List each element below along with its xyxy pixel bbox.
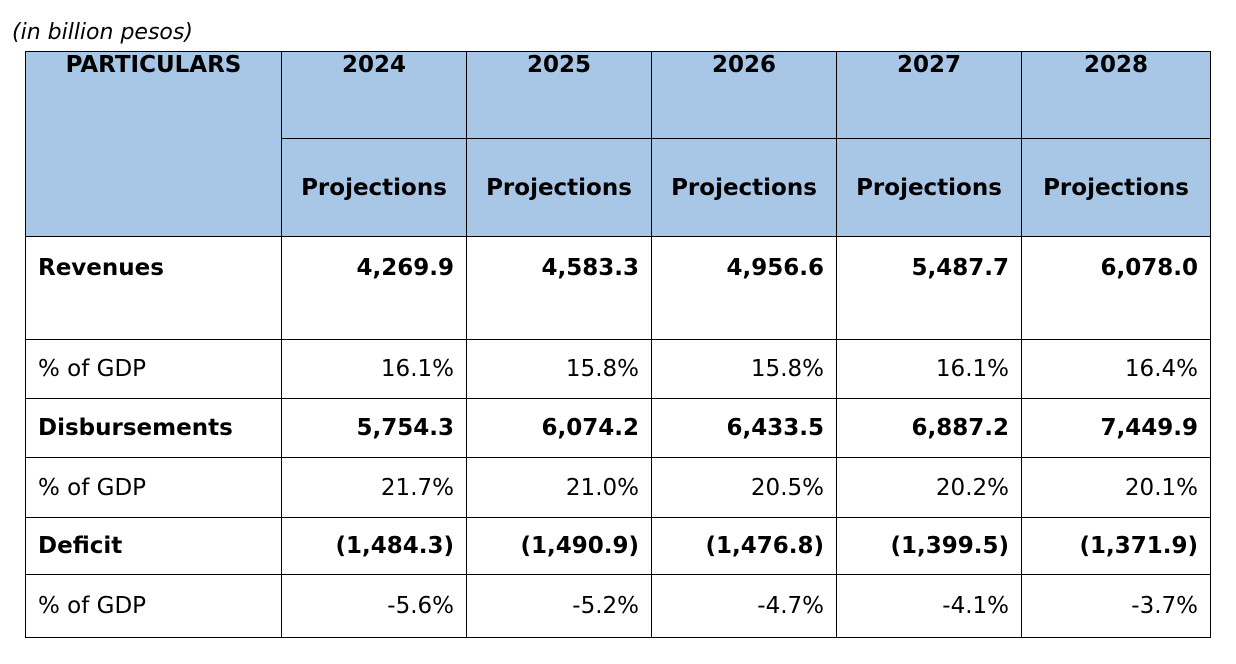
header-year-2026: 2026: [651, 51, 837, 139]
table-cell: 20.2%: [836, 457, 1022, 518]
header-year-2024: 2024: [281, 51, 467, 139]
table-cell: -4.1%: [836, 574, 1022, 638]
row-label: % of GDP: [25, 339, 282, 399]
fiscal-projections-table: PARTICULARS 2024 2025 2026 2027 2028 Pro…: [25, 51, 1211, 638]
header-year-2025: 2025: [466, 51, 652, 139]
table-cell: 6,887.2: [836, 398, 1022, 458]
header-subhead-2024: Projections: [281, 138, 467, 237]
row-label: % of GDP: [25, 457, 282, 518]
header-row-years: PARTICULARS 2024 2025 2026 2027 2028: [25, 51, 1211, 237]
table-cell: (1,476.8): [651, 517, 837, 575]
row-label: % of GDP: [25, 574, 282, 638]
header-year-2028: 2028: [1021, 51, 1211, 139]
table-cell: 6,433.5: [651, 398, 837, 458]
header-subhead-2028: Projections: [1021, 138, 1211, 237]
table-row-disbursements: Disbursements 5,754.3 6,074.2 6,433.5 6,…: [25, 398, 1211, 458]
header-subhead-2026: Projections: [651, 138, 837, 237]
table-cell: 7,449.9: [1021, 398, 1211, 458]
table-cell: 6,078.0: [1021, 236, 1211, 340]
table-cell: 21.0%: [466, 457, 652, 518]
header-year-2027: 2027: [836, 51, 1022, 139]
table-row-revenues: Revenues 4,269.9 4,583.3 4,956.6 5,487.7…: [25, 236, 1211, 340]
header-subhead-2025: Projections: [466, 138, 652, 237]
table-row-deficit: Deficit (1,484.3) (1,490.9) (1,476.8) (1…: [25, 517, 1211, 575]
header-row-subheads: Projections Projections Projections Proj…: [26, 138, 1211, 237]
table-cell: 4,956.6: [651, 236, 837, 340]
table-cell: (1,490.9): [466, 517, 652, 575]
table-cell: 5,487.7: [836, 236, 1022, 340]
table-row-revenues-pct-gdp: % of GDP 16.1% 15.8% 15.8% 16.1% 16.4%: [25, 339, 1211, 399]
table-cell: 4,583.3: [466, 236, 652, 340]
row-label: Disbursements: [25, 398, 282, 458]
table-cell: (1,371.9): [1021, 517, 1211, 575]
table-cell: (1,399.5): [836, 517, 1022, 575]
table-cell: 16.1%: [836, 339, 1022, 399]
table-cell: 6,074.2: [466, 398, 652, 458]
table-cell: -4.7%: [651, 574, 837, 638]
table-cell: 4,269.9: [281, 236, 467, 340]
row-label: Deficit: [25, 517, 282, 575]
header-subhead-2027: Projections: [836, 138, 1022, 237]
header-particulars: PARTICULARS: [25, 51, 282, 237]
table-cell: 20.1%: [1021, 457, 1211, 518]
table-cell: -5.2%: [466, 574, 652, 638]
table-cell: 16.1%: [281, 339, 467, 399]
table-cell: -3.7%: [1021, 574, 1211, 638]
row-label: Revenues: [25, 236, 282, 340]
table-caption: (in billion pesos): [12, 20, 193, 45]
table-cell: 16.4%: [1021, 339, 1211, 399]
table-cell: 5,754.3: [281, 398, 467, 458]
table-cell: 15.8%: [466, 339, 652, 399]
table-cell: 21.7%: [281, 457, 467, 518]
table-cell: 20.5%: [651, 457, 837, 518]
table-row-deficit-pct-gdp: % of GDP -5.6% -5.2% -4.7% -4.1% -3.7%: [25, 574, 1211, 638]
table-cell: -5.6%: [281, 574, 467, 638]
table-row-disbursements-pct-gdp: % of GDP 21.7% 21.0% 20.5% 20.2% 20.1%: [25, 457, 1211, 518]
table-cell: (1,484.3): [281, 517, 467, 575]
table-cell: 15.8%: [651, 339, 837, 399]
